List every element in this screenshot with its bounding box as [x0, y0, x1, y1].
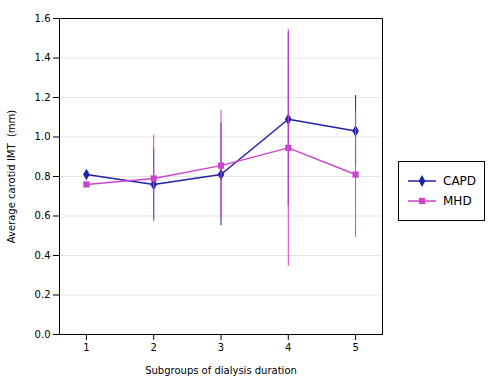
svg-text:Subgroups of dialysis duration: Subgroups of dialysis duration: [145, 365, 297, 376]
svg-text:Average carotid IMT (mm): Average carotid IMT (mm): [6, 110, 17, 244]
svg-text:3: 3: [218, 342, 224, 353]
svg-text:1.2: 1.2: [35, 92, 51, 103]
svg-text:1.4: 1.4: [35, 52, 51, 63]
svg-text:1.0: 1.0: [35, 131, 51, 142]
svg-text:5: 5: [352, 342, 358, 353]
svg-text:1.6: 1.6: [35, 13, 51, 24]
svg-text:0.0: 0.0: [35, 329, 51, 340]
svg-text:1: 1: [83, 342, 89, 353]
svg-text:0.2: 0.2: [35, 289, 51, 300]
svg-text:2: 2: [151, 342, 157, 353]
html-text:CAPD: CAPD: [443, 174, 477, 188]
svg-text:4: 4: [285, 342, 291, 353]
html-text:MHD: MHD: [443, 194, 472, 208]
svg-text:0.4: 0.4: [35, 250, 51, 261]
svg-text:0.6: 0.6: [35, 210, 51, 221]
svg-text:0.8: 0.8: [35, 171, 51, 182]
